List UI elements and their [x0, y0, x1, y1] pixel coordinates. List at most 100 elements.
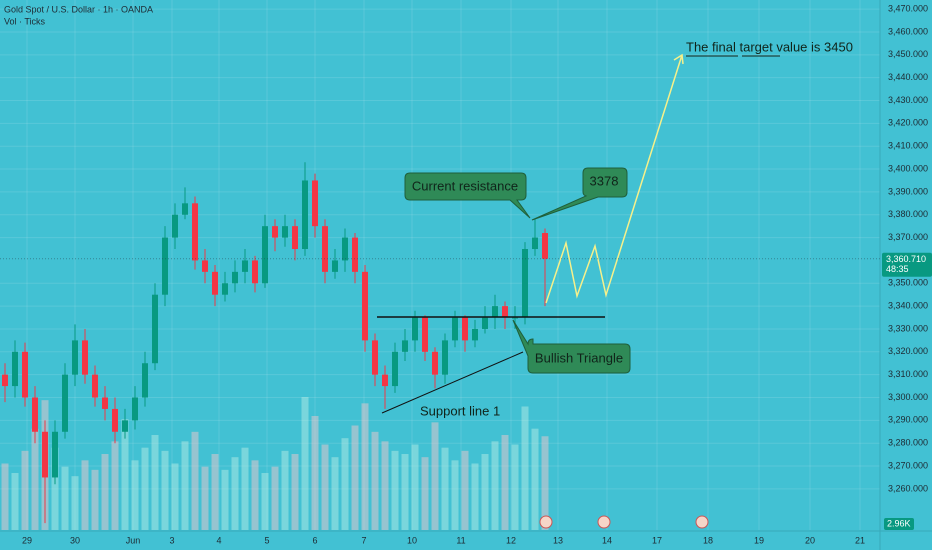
y-tick-label: 3,350.000 — [888, 278, 928, 288]
y-tick-label: 3,260.000 — [888, 483, 928, 493]
volume-bar — [141, 447, 149, 530]
triangle-label: Bullish Triangle — [535, 350, 623, 365]
x-tick-label: 5 — [264, 535, 269, 545]
y-tick-label: 3,430.000 — [888, 95, 928, 105]
y-tick-label: 3,460.000 — [888, 26, 928, 36]
y-tick-label: 3,420.000 — [888, 118, 928, 128]
y-tick-label: 3,280.000 — [888, 438, 928, 448]
volume-box — [884, 518, 914, 530]
volume-bar — [541, 436, 549, 530]
projection-path — [545, 54, 683, 304]
x-tick-label: 20 — [805, 535, 815, 545]
resistance-label: Current resistance — [412, 178, 518, 193]
candle-body — [32, 397, 38, 432]
candle-body — [142, 363, 148, 398]
candle-body — [432, 351, 438, 375]
candle-body — [2, 374, 8, 387]
volume-bar — [351, 425, 359, 530]
y-tick-label: 3,320.000 — [888, 346, 928, 356]
candles — [2, 162, 548, 524]
volume-bar — [401, 454, 409, 530]
candle-body — [452, 317, 458, 341]
volume-bar — [371, 431, 379, 530]
candle-body — [282, 226, 288, 238]
candle-body — [392, 351, 398, 387]
y-tick-label: 3,270.000 — [888, 460, 928, 470]
y-tick-label: 3,440.000 — [888, 72, 928, 82]
volume-bar — [421, 457, 429, 530]
x-tick-label: 21 — [855, 535, 865, 545]
volume-bar — [311, 416, 319, 530]
x-tick-label: Jun — [126, 535, 141, 545]
y-tick-label: 3,380.000 — [888, 209, 928, 219]
candle-body — [192, 203, 198, 261]
volume-bar — [31, 428, 39, 530]
volume-bar — [471, 463, 479, 530]
candle-body — [82, 340, 88, 375]
volume-bar — [271, 466, 279, 530]
arrow-head — [673, 53, 684, 65]
x-tick-label: 18 — [703, 535, 713, 545]
y-tick-label: 3,450.000 — [888, 49, 928, 59]
y-tick-label: 3,470.000 — [888, 4, 928, 14]
x-tick-label: 10 — [407, 535, 417, 545]
x-tick-label: 14 — [602, 535, 612, 545]
volume-bar — [281, 450, 289, 530]
x-tick-label: 12 — [506, 535, 516, 545]
candle-body — [352, 237, 358, 272]
volume-bar — [131, 460, 139, 530]
x-tick-label: 3 — [169, 535, 174, 545]
volume-bar — [411, 444, 419, 530]
y-tick-label: 3,370.000 — [888, 232, 928, 242]
volume-bar — [221, 469, 229, 530]
candle-body — [462, 317, 468, 341]
candle-body — [382, 374, 388, 387]
event-icon — [539, 515, 553, 529]
candle-body — [492, 306, 498, 318]
x-tick-label: 17 — [652, 535, 662, 545]
grid — [0, 0, 880, 530]
candle-body — [152, 294, 158, 364]
candle-body — [402, 340, 408, 352]
candle-body — [182, 203, 188, 215]
volume-bar — [71, 476, 79, 530]
candle-body — [112, 408, 118, 432]
target-label: The final target value is 3450 — [686, 39, 853, 54]
volume-bar — [21, 450, 29, 530]
candle-body — [532, 237, 538, 250]
candle-body — [312, 180, 318, 227]
candle-body — [162, 237, 168, 295]
last-price-box — [882, 252, 932, 277]
candle-body — [242, 260, 248, 272]
candle-body — [322, 226, 328, 272]
volume-bar — [291, 454, 299, 530]
candle-body — [62, 374, 68, 432]
volume-bar — [91, 469, 99, 530]
x-tick-label: 4 — [216, 535, 221, 545]
volume-bar — [161, 450, 169, 530]
peak-label: 3378 — [590, 173, 619, 188]
volume-bar — [501, 435, 509, 530]
last-price-label: 3,360.710 — [886, 254, 926, 264]
candle-body — [72, 340, 78, 375]
volume-bar — [211, 454, 219, 530]
peak-callout — [531, 167, 628, 221]
y-tick-label: 3,310.000 — [888, 369, 928, 379]
candle-body — [302, 180, 308, 250]
event-icon — [597, 515, 611, 529]
candle-body — [172, 214, 178, 238]
volume-bar — [361, 403, 369, 530]
candle-body — [422, 317, 428, 352]
volume-bar — [451, 460, 459, 530]
candle-body — [262, 226, 268, 284]
x-tick-label: 11 — [456, 535, 465, 545]
volume-bar — [341, 438, 349, 530]
candle-body — [222, 283, 228, 295]
volume-bar — [251, 460, 259, 530]
volume-bar — [201, 466, 209, 530]
candle-body — [502, 306, 508, 318]
x-tick-label: 6 — [312, 535, 317, 545]
event-icon — [695, 515, 709, 529]
volume-bar — [261, 473, 269, 530]
